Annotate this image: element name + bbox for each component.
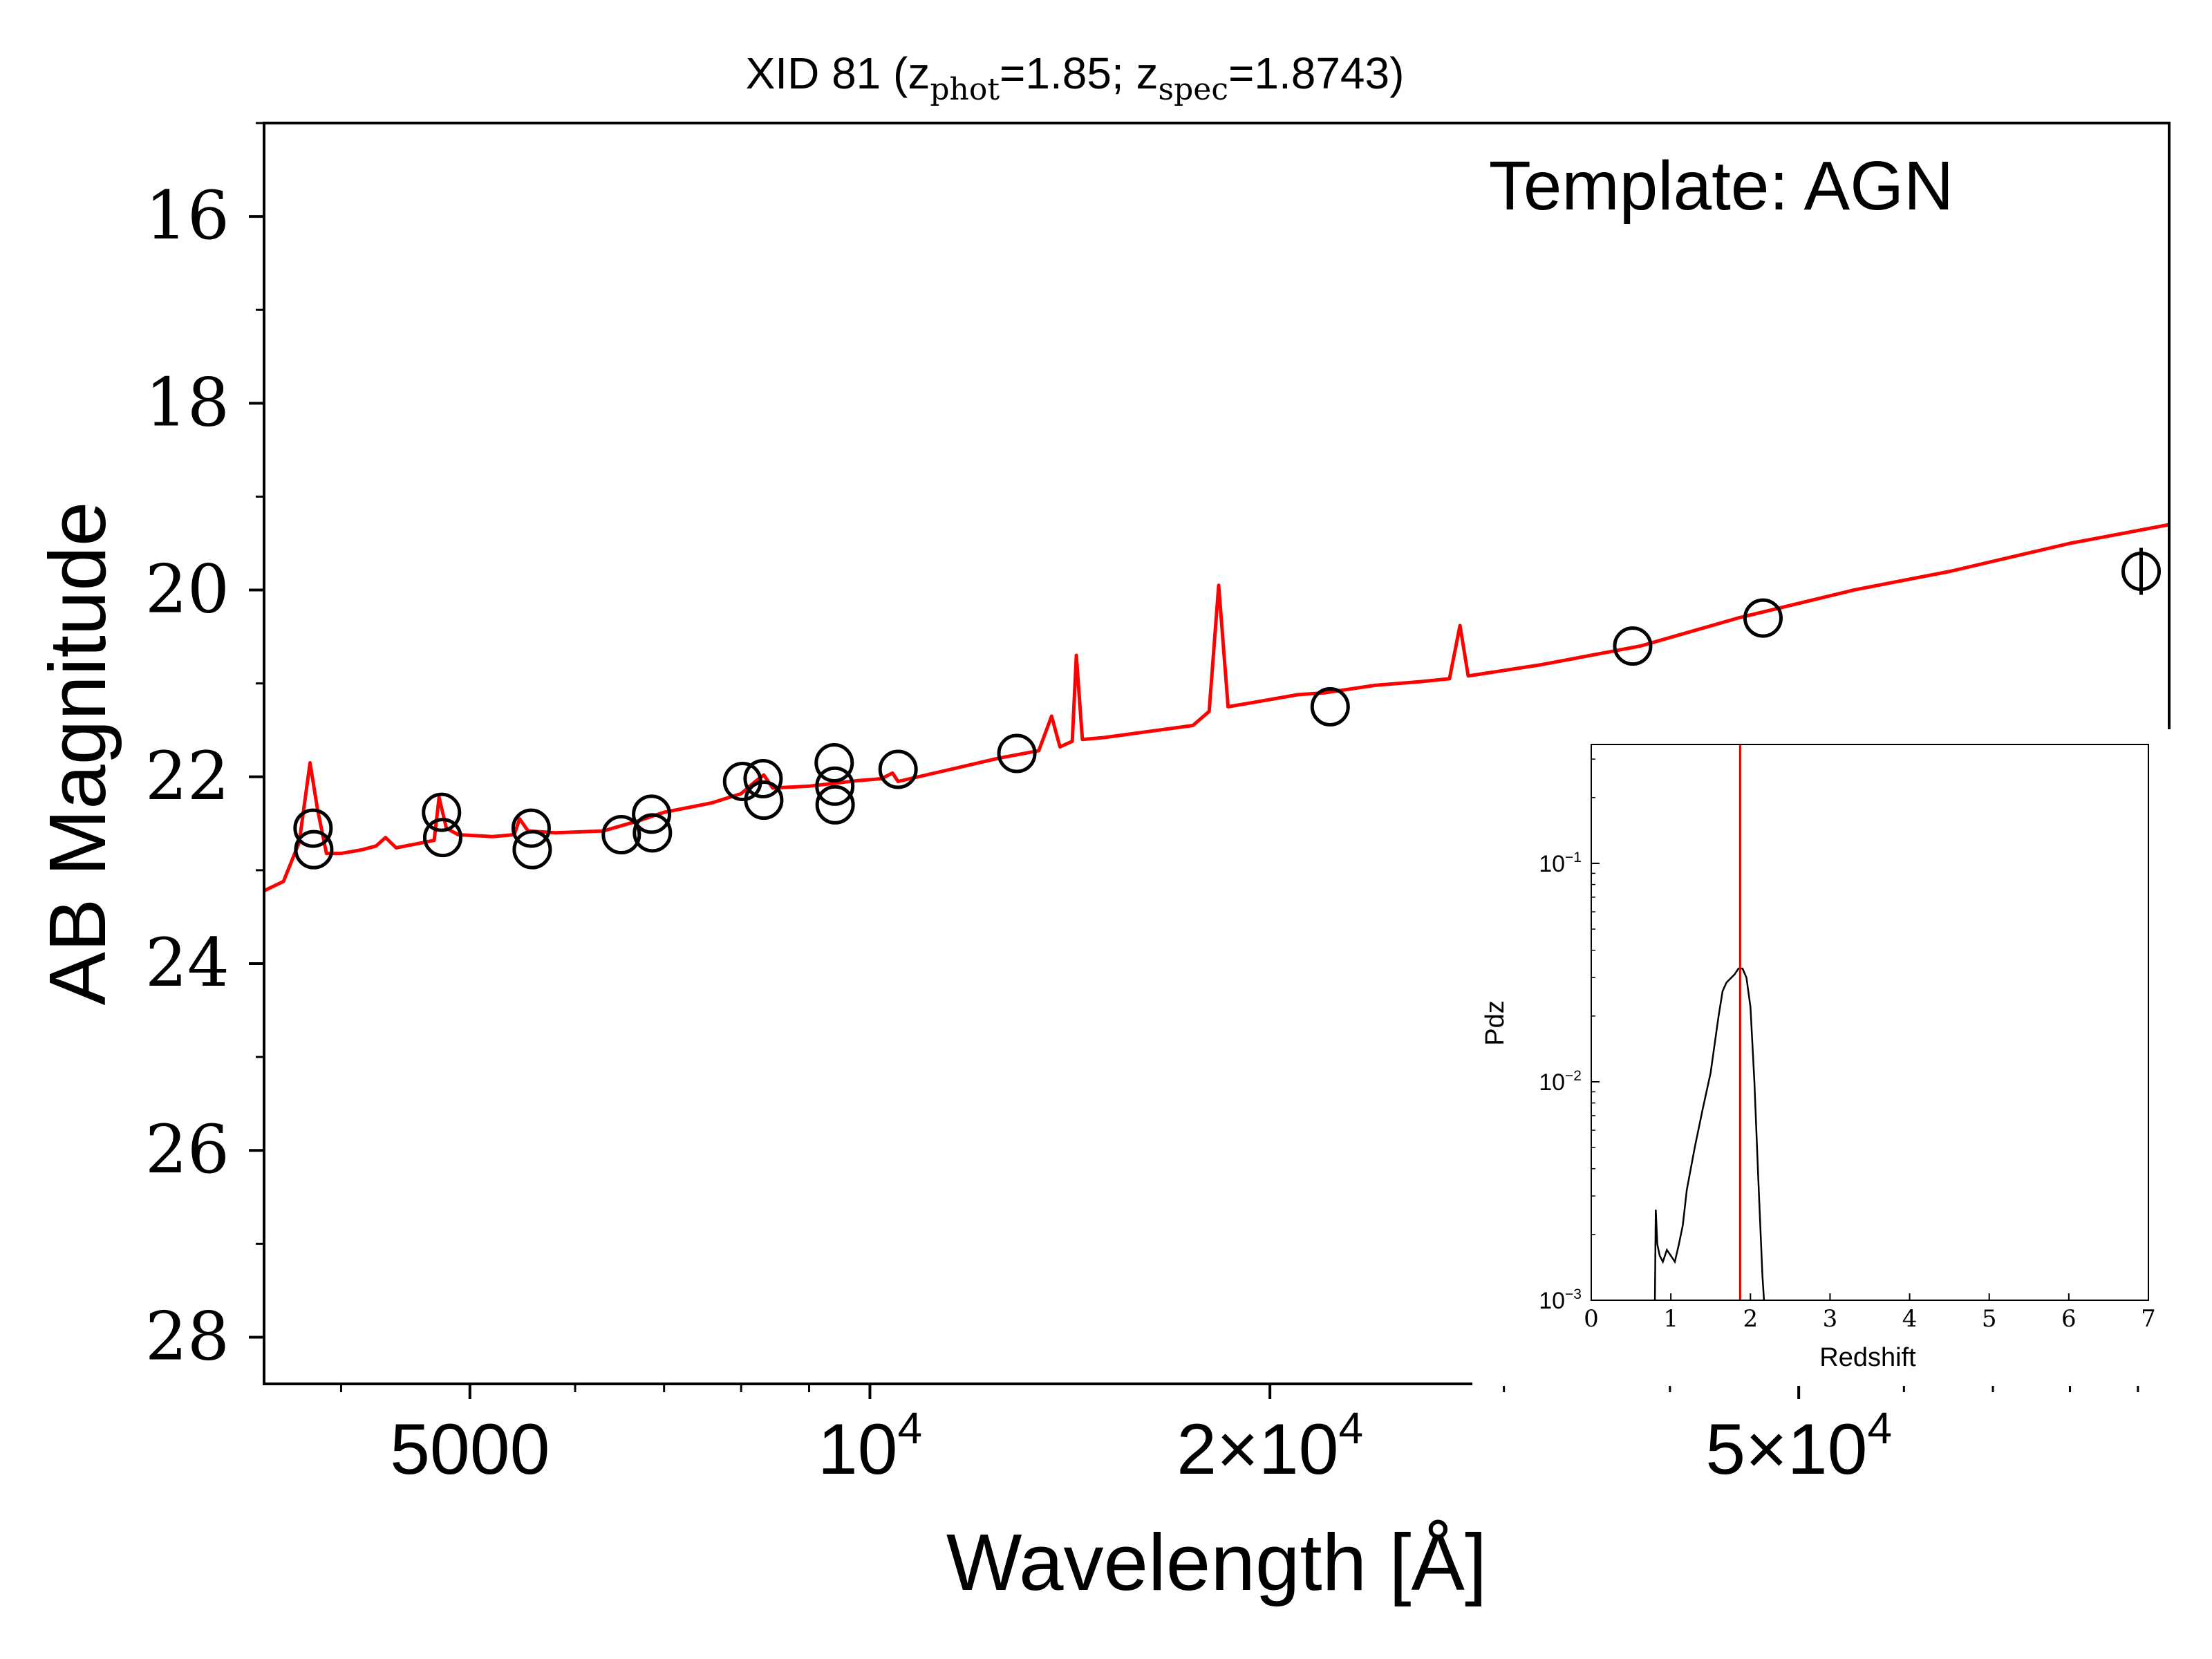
photometry-point: [814, 743, 854, 783]
photometry-point: [422, 792, 462, 832]
inset-x-tick-label: 5: [1982, 1305, 1997, 1333]
y-tick-label: 18: [145, 364, 229, 441]
inset-x-axis-label: Redshift: [1819, 1343, 1916, 1372]
photometry-point: [743, 758, 783, 798]
pdz-inset: 0 1 2 3 4 5 6 7 10−1 10−2 10−3 Redshift Pdz: [1472, 729, 2171, 1386]
photometry-point: [2121, 552, 2161, 592]
photometry-points-layer: [293, 547, 2161, 870]
y-tick-label: 24: [145, 924, 229, 1002]
x-tick-label: 5000: [390, 1409, 550, 1490]
inset-y-tick-label: 10−2: [1539, 1068, 1582, 1096]
inset-x-tick-label: 4: [1902, 1305, 1918, 1333]
photometry-point: [1743, 598, 1783, 638]
inset-frame: [1591, 744, 2149, 1301]
x-tick-label: 5×104: [1705, 1403, 1892, 1490]
photometry-point: [632, 794, 672, 834]
y-tick-label: 28: [145, 1297, 229, 1375]
photometry-point: [601, 815, 641, 855]
photometry-point: [815, 785, 855, 825]
photometry-point: [293, 808, 333, 848]
inset-x-tick-label: 6: [2061, 1305, 2077, 1333]
x-axis-label: Wavelength [Å]: [946, 1517, 1487, 1607]
inset-y-tick-label: 10−3: [1539, 1286, 1582, 1314]
pdz-curve-layer: [1653, 967, 1765, 1301]
sed-plot: XID 81 (zphot=1.85; zspec=1.8743) 5000 10…: [32, 48, 2171, 1607]
photometry-point: [512, 830, 552, 870]
photometry-point: [1310, 686, 1350, 727]
inset-x-tick-label: 7: [2141, 1305, 2156, 1333]
x-axis-ticks: 5000 104 2×104 5×104: [339, 1384, 2139, 1490]
photometry-point: [422, 818, 462, 858]
photometry-point: [815, 766, 855, 806]
y-tick-label: 26: [145, 1111, 229, 1188]
inset-y-axis-ticks: 10−1 10−2 10−3: [1539, 758, 1600, 1314]
photometry-point: [294, 830, 334, 870]
photometry-point: [878, 749, 918, 789]
inset-x-tick-label: 3: [1823, 1305, 1838, 1333]
inset-x-tick-label: 1: [1663, 1305, 1678, 1333]
inset-y-axis-label: Pdz: [1481, 1000, 1510, 1045]
inset-x-tick-label: 2: [1743, 1305, 1758, 1333]
photometry-point: [997, 733, 1037, 774]
y-axis-label: AB Magnitude: [32, 502, 122, 1006]
inset-x-axis-ticks: 0 1 2 3 4 5 6 7: [1584, 1293, 2156, 1333]
template-annotation: Template: AGN: [1489, 147, 1954, 225]
photometry-point: [1613, 626, 1653, 666]
x-tick-label: 104: [818, 1403, 922, 1490]
inset-x-tick-label: 0: [1584, 1305, 1599, 1333]
pdz-curve: [1653, 967, 1765, 1301]
photometry-point: [744, 780, 784, 821]
y-tick-label: 22: [145, 738, 229, 815]
x-tick-label: 2×104: [1177, 1403, 1363, 1490]
photometry-point: [511, 808, 551, 848]
inset-y-tick-label: 10−1: [1539, 850, 1582, 877]
chart-title: XID 81 (zphot=1.85; zspec=1.8743): [746, 48, 1405, 107]
y-tick-label: 20: [145, 551, 229, 628]
inset-background: [1472, 729, 2171, 1386]
y-tick-label: 16: [145, 177, 229, 254]
photometry-point: [632, 813, 673, 853]
y-axis-ticks: 16 18 20 22 24 26 28: [145, 122, 264, 1375]
